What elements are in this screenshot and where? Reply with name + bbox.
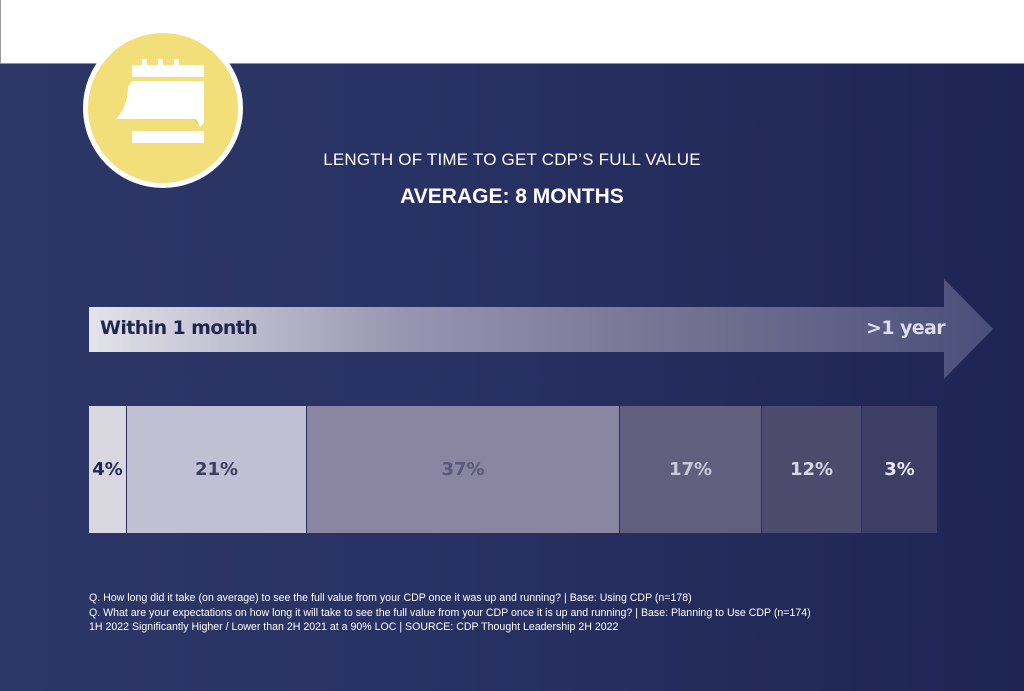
bar-segment-6: 3% bbox=[862, 406, 937, 533]
timeline-arrow bbox=[89, 279, 993, 379]
bar-segment-3: 37% bbox=[307, 406, 620, 533]
bar-segment-5: 12% bbox=[762, 406, 862, 533]
calendar-badge bbox=[83, 28, 243, 188]
bar-segment-1: 4% bbox=[89, 406, 127, 533]
segment-label: 17% bbox=[668, 459, 713, 480]
segment-label: 4% bbox=[92, 459, 123, 480]
footnote-source: 1H 2022 Significantly Higher / Lower tha… bbox=[89, 621, 619, 634]
calendar-icon bbox=[116, 59, 204, 143]
segment-label: 3% bbox=[884, 459, 915, 480]
bar-segment-4: 17% bbox=[620, 406, 762, 533]
chart-subtitle: LENGTH OF TIME TO GET CDP’S FULL VALUE bbox=[323, 150, 701, 169]
footnotes: Q. How long did it take (on average) to … bbox=[89, 591, 811, 635]
chart-title: AVERAGE: 8 MONTHS bbox=[400, 185, 624, 208]
footnote-question-2: Q. What are your expectations on how lon… bbox=[89, 606, 811, 619]
arrow-end-label: >1 year bbox=[866, 317, 946, 339]
arrow-start-label: Within 1 month bbox=[100, 317, 258, 339]
segment-label: 37% bbox=[441, 459, 485, 480]
segment-label: 21% bbox=[194, 459, 239, 480]
stacked-bar: 4% 21% 37% 17% 12% 3% bbox=[89, 406, 937, 533]
segment-label: 12% bbox=[789, 459, 834, 480]
bar-segment-2: 21% bbox=[127, 406, 307, 533]
footnote-question-1: Q. How long did it take (on average) to … bbox=[89, 592, 692, 604]
